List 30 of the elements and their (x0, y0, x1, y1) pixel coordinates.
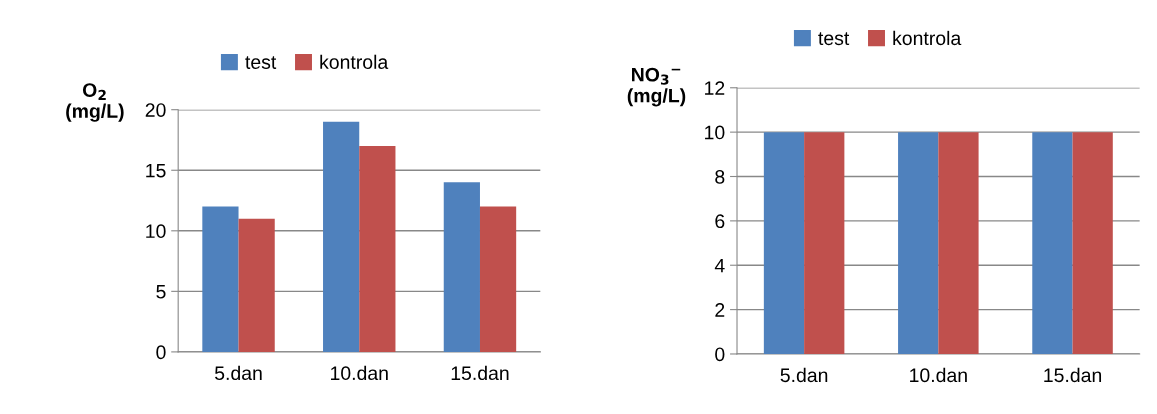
legend-label: test (245, 56, 277, 69)
y-tick-label: 5 (156, 285, 166, 299)
legend-label: test (818, 32, 850, 46)
x-tick-label: 5.dan (214, 365, 262, 381)
y-tick-label: 6 (715, 214, 725, 229)
y-tick-label: 10 (705, 125, 725, 140)
bar (202, 206, 239, 352)
y-axis-title: O$_{2}$ (mg/L) (66, 83, 124, 122)
y-tick-label: 20 (145, 103, 166, 117)
x-tick-label: 10.dan (910, 367, 967, 383)
bar (359, 146, 396, 352)
x-tick-label: 10.dan (331, 365, 388, 381)
y-tick-label: 2 (715, 303, 725, 317)
bar (479, 206, 517, 352)
y-tick-label: 4 (714, 258, 725, 273)
bar (323, 121, 360, 352)
y-tick-label: 15 (146, 163, 166, 178)
legend-label: kontrola (320, 54, 389, 69)
y-tick-label: 0 (156, 345, 166, 360)
x-tick-label: 15.dan (1044, 367, 1102, 383)
bar (238, 218, 275, 352)
text: NO$_{3}$$^{−}$ (mg/L) (627, 67, 686, 107)
x-tick-label: 5.dan (780, 367, 828, 383)
y-tick-label: 10 (146, 224, 166, 239)
legend-label: kontrola (893, 30, 962, 46)
y-tick-label: 12 (705, 81, 725, 95)
y-tick-label: 0 (715, 347, 725, 362)
bar (443, 182, 480, 352)
x-tick-label: 15.dan (451, 365, 509, 381)
y-tick-label: 8 (715, 169, 725, 184)
